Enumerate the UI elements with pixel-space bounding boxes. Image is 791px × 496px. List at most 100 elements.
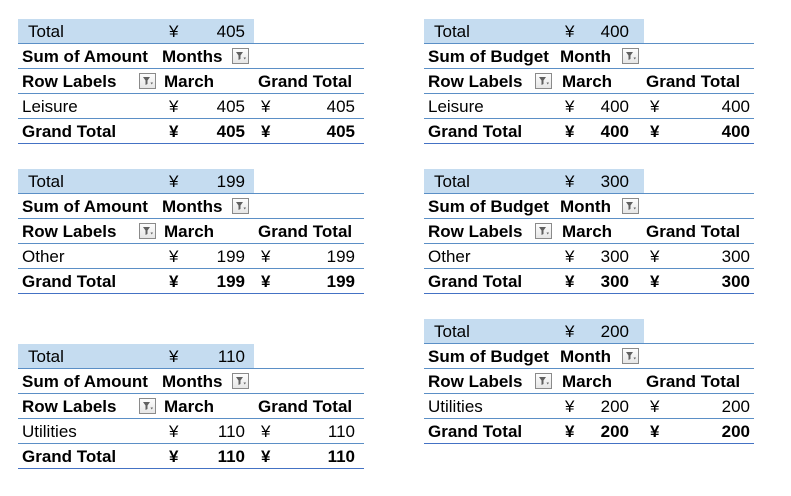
grand-total-label: Grand Total <box>428 422 523 441</box>
grand-grand-currency: ¥ <box>261 272 271 291</box>
row-value-currency: ¥ <box>565 247 575 266</box>
measure-header-row: Sum of Amount Months <box>18 369 364 394</box>
grand-value-currency: ¥ <box>169 272 179 291</box>
column-field-label: Months <box>162 197 223 216</box>
row-grand-value: 405 <box>326 97 355 116</box>
divider <box>424 118 754 119</box>
total-value: 200 <box>600 322 629 341</box>
pivot-table-amount-other: Total ¥199 Sum of Amount Months Row Labels Ma… <box>18 169 364 294</box>
row-item-label: Utilities <box>22 422 77 441</box>
report-filter-total-row: Total ¥400 <box>424 19 754 44</box>
row-filter-dropdown-icon[interactable] <box>139 73 156 89</box>
report-filter-total-row: Total ¥199 <box>18 169 364 194</box>
total-label: Total <box>28 22 64 41</box>
grand-grand-value: 200 <box>721 422 750 441</box>
column-filter-dropdown-icon[interactable] <box>622 198 639 214</box>
column-item-header: March <box>562 72 613 91</box>
column-filter-dropdown-icon[interactable] <box>622 348 639 364</box>
row-value: 200 <box>600 397 629 416</box>
table-row: Other ¥199 ¥199 <box>18 244 364 269</box>
row-filter-dropdown-icon[interactable] <box>139 398 156 414</box>
divider <box>18 468 364 469</box>
grand-value-currency: ¥ <box>565 272 575 291</box>
divider <box>424 68 754 69</box>
column-header-row: Row Labels March Grand Total <box>424 69 754 94</box>
pivot-table-budget-other: Total ¥300 Sum of Budget Month Row Labels Mar… <box>424 169 754 294</box>
report-filter-total-row: Total ¥300 <box>424 169 754 194</box>
measure-label: Sum of Amount <box>22 372 148 391</box>
grand-value: 300 <box>600 272 629 291</box>
grand-value: 200 <box>600 422 629 441</box>
column-filter-dropdown-icon[interactable] <box>232 198 249 214</box>
grand-total-header: Grand Total <box>258 222 353 241</box>
total-value: 405 <box>216 22 245 41</box>
measure-label: Sum of Amount <box>22 47 148 66</box>
row-grand-currency: ¥ <box>650 247 660 266</box>
grand-total-row: Grand Total ¥300 ¥300 <box>424 269 754 294</box>
total-highlight <box>18 344 254 368</box>
column-filter-dropdown-icon[interactable] <box>622 48 639 64</box>
divider <box>424 368 754 369</box>
grand-grand-value: 405 <box>326 122 355 141</box>
grand-total-row: Grand Total ¥405 ¥405 <box>18 119 364 144</box>
row-item-label: Utilities <box>428 397 483 416</box>
total-label: Total <box>434 322 470 341</box>
divider <box>424 43 754 44</box>
row-filter-dropdown-icon[interactable] <box>535 223 552 239</box>
column-header-row: Row Labels March Grand Total <box>18 69 364 94</box>
column-field-label: Months <box>162 47 223 66</box>
grand-grand-value: 110 <box>327 447 355 466</box>
grand-total-label: Grand Total <box>22 447 117 466</box>
row-value-currency: ¥ <box>169 97 179 116</box>
report-filter-total-row: Total ¥405 <box>18 19 364 44</box>
grand-total-header: Grand Total <box>258 72 353 91</box>
grand-total-header: Grand Total <box>646 72 741 91</box>
column-filter-dropdown-icon[interactable] <box>232 373 249 389</box>
divider <box>18 43 364 44</box>
total-currency: ¥ <box>169 172 179 191</box>
measure-label: Sum of Budget <box>428 47 549 66</box>
divider <box>18 93 364 94</box>
divider <box>18 268 364 269</box>
row-filter-dropdown-icon[interactable] <box>139 223 156 239</box>
divider <box>424 193 754 194</box>
total-currency: ¥ <box>565 22 575 41</box>
row-grand-currency: ¥ <box>261 422 271 441</box>
row-grand-value: 400 <box>721 97 750 116</box>
report-filter-total-row: Total ¥110 <box>18 344 364 369</box>
divider <box>18 293 364 294</box>
row-filter-dropdown-icon[interactable] <box>535 373 552 389</box>
row-labels-header: Row Labels <box>22 397 117 416</box>
row-value: 405 <box>216 97 245 116</box>
row-filter-dropdown-icon[interactable] <box>535 73 552 89</box>
total-highlight <box>18 169 254 193</box>
grand-grand-value: 199 <box>326 272 355 291</box>
column-item-header: March <box>164 72 215 91</box>
column-field-label: Month <box>560 197 611 216</box>
pivot-table-amount-utilities: Total ¥110 Sum of Amount Months Row Labels Ma… <box>18 344 364 469</box>
column-filter-dropdown-icon[interactable] <box>232 48 249 64</box>
grand-value: 199 <box>216 272 245 291</box>
grand-value-currency: ¥ <box>565 122 575 141</box>
row-labels-header: Row Labels <box>428 222 523 241</box>
grand-total-header: Grand Total <box>646 372 741 391</box>
grand-total-row: Grand Total ¥400 ¥400 <box>424 119 754 144</box>
divider <box>424 218 754 219</box>
column-item-header: March <box>562 372 613 391</box>
total-value: 199 <box>216 172 245 191</box>
row-grand-value: 110 <box>327 422 355 441</box>
row-item-label: Other <box>22 247 65 266</box>
divider <box>18 218 364 219</box>
column-header-row: Row Labels March Grand Total <box>18 219 364 244</box>
row-grand-value: 199 <box>326 247 355 266</box>
grand-grand-value: 400 <box>721 122 750 141</box>
grand-value-currency: ¥ <box>565 422 575 441</box>
divider <box>18 143 364 144</box>
column-item-header: March <box>562 222 613 241</box>
measure-label: Sum of Budget <box>428 197 549 216</box>
divider <box>18 393 364 394</box>
grand-total-header: Grand Total <box>258 397 353 416</box>
row-labels-header: Row Labels <box>428 372 523 391</box>
divider <box>424 243 754 244</box>
row-value-currency: ¥ <box>169 422 179 441</box>
